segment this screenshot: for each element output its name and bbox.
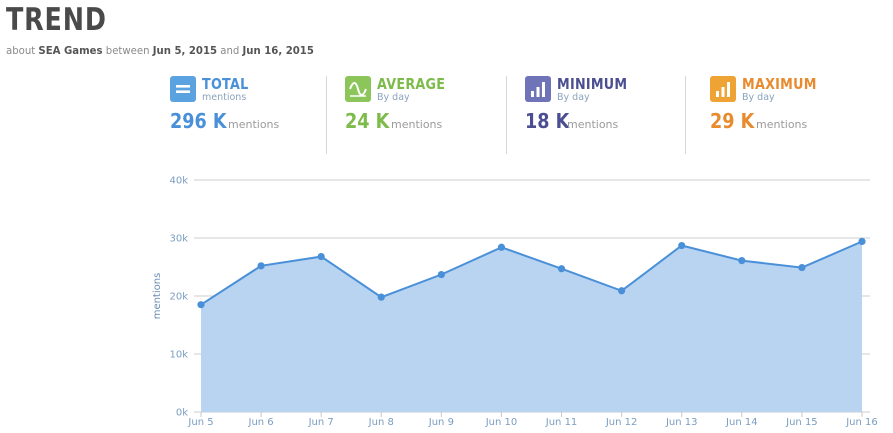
x-tick-label: Jun 15 <box>785 417 818 428</box>
x-tick-label: Jun 11 <box>545 417 578 428</box>
stat-minimum-label: MINIMUM <box>557 75 628 93</box>
stat-total: TOTAL mentions 296 K mentions <box>170 75 340 152</box>
data-point <box>497 243 506 251</box>
y-tick-label: 30k <box>169 234 188 245</box>
data-point <box>377 293 385 301</box>
data-point <box>618 287 626 295</box>
stat-divider <box>506 76 507 154</box>
x-tick-label: Jun 13 <box>665 417 698 428</box>
stat-maximum: MAXIMUM By day 29 K mentions <box>710 75 880 152</box>
page-title: TREND <box>6 2 107 38</box>
date-range-subtitle: about SEA Games between Jun 5, 2015 and … <box>6 44 314 57</box>
x-tick-label: Jun 7 <box>308 417 334 428</box>
stat-average-sublabel: By day <box>377 92 410 103</box>
stat-average-label: AVERAGE <box>377 75 446 93</box>
stat-divider <box>685 76 686 154</box>
about-prefix: about <box>6 44 36 57</box>
series-area <box>201 241 862 412</box>
stat-maximum-label: MAXIMUM <box>742 75 817 93</box>
stat-minimum-unit: mentions <box>567 118 619 131</box>
data-point <box>798 263 806 272</box>
stat-minimum: MINIMUM By day 18 K mentions <box>525 75 695 152</box>
y-tick-label: 10k <box>169 350 188 361</box>
data-point <box>678 241 686 250</box>
y-tick-label: 0k <box>176 408 188 419</box>
y-tick-label: 20k <box>169 292 188 303</box>
y-axis-label: mentions <box>152 273 163 320</box>
stat-total-sublabel: mentions <box>202 92 247 103</box>
stat-maximum-sublabel: By day <box>742 92 775 103</box>
start-date: Jun 5, 2015 <box>152 44 218 57</box>
data-point <box>858 237 866 246</box>
data-point <box>738 257 746 265</box>
x-axis-ticks: Jun 5 Jun 6 Jun 7 Jun 8 Jun 9 Jun 10 Jun 11 Jun… <box>187 412 878 428</box>
stat-minimum-sublabel: By day <box>557 92 590 103</box>
wave-icon <box>345 76 371 102</box>
stat-minimum-value: 18 K <box>525 109 570 133</box>
stat-average: AVERAGE By day 24 K mentions <box>345 75 515 152</box>
data-points <box>197 237 866 309</box>
equals-icon <box>170 76 196 102</box>
x-tick-label: Jun 14 <box>725 417 758 428</box>
stat-average-unit: mentions <box>391 118 443 131</box>
x-tick-label: Jun 5 <box>187 417 213 428</box>
y-tick-label: 40k <box>169 176 188 187</box>
data-point <box>317 252 325 261</box>
x-tick-label: Jun 12 <box>605 417 638 428</box>
between-word: between <box>105 44 150 57</box>
stat-maximum-unit: mentions <box>756 118 808 131</box>
y-axis-ticks: 0k 10k 20k 30k 40k <box>169 176 188 419</box>
series-line <box>200 240 863 306</box>
bar-chart-icon <box>710 76 736 102</box>
and-word: and <box>220 44 240 57</box>
bar-chart-icon <box>525 76 551 102</box>
x-tick-label: Jun 10 <box>485 417 518 428</box>
end-date: Jun 16, 2015 <box>242 44 314 57</box>
topic-name: SEA Games <box>38 44 103 57</box>
stat-average-value: 24 K <box>345 109 390 133</box>
x-tick-label: Jun 9 <box>428 417 454 428</box>
data-point <box>557 265 566 273</box>
data-point <box>197 301 205 309</box>
stat-maximum-value: 29 K <box>710 109 755 133</box>
x-tick-label: Jun 8 <box>368 417 394 428</box>
stat-total-unit: mentions <box>228 118 280 131</box>
stat-divider <box>326 76 327 154</box>
data-point <box>437 270 445 279</box>
stat-total-value: 296 K <box>170 109 227 133</box>
data-point <box>257 262 265 270</box>
x-tick-label: Jun 6 <box>248 417 274 428</box>
x-tick-label: Jun 16 <box>845 417 878 428</box>
stat-total-label: TOTAL <box>202 75 249 93</box>
